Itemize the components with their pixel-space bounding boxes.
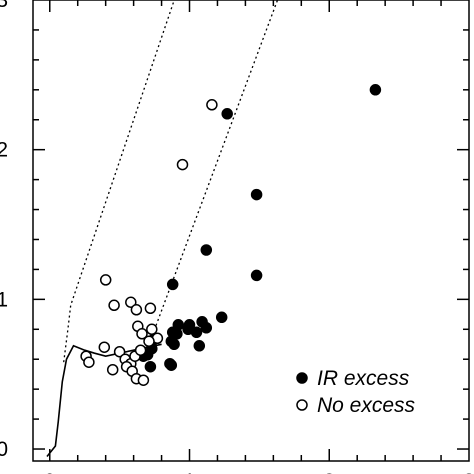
no-excess-point xyxy=(125,296,137,309)
x-tick-label: 1 xyxy=(184,470,196,474)
y-tick-label: 3 xyxy=(0,0,8,12)
ir-excess-point xyxy=(168,338,180,351)
y-tick-label: 1 xyxy=(0,288,8,311)
sequence-curve xyxy=(46,343,162,457)
no-excess-point xyxy=(137,374,150,386)
no-excess-point xyxy=(176,158,189,171)
no-excess-point xyxy=(206,99,218,111)
no-excess-point xyxy=(108,299,120,312)
y-tick-label: 2 xyxy=(0,139,8,162)
ir-excess-point xyxy=(369,84,382,96)
ir-excess-point xyxy=(200,244,213,256)
ir-excess-point xyxy=(250,269,263,282)
ir-excess-point xyxy=(200,322,213,334)
reddening-line xyxy=(63,0,175,363)
no-excess-point xyxy=(99,274,112,286)
ir-excess-point xyxy=(250,188,263,201)
legend-label: No excess xyxy=(317,394,416,417)
no-excess-point xyxy=(146,323,158,336)
axis-ticks xyxy=(33,0,469,461)
no-excess-point xyxy=(113,345,126,358)
legend: IR excess No excess xyxy=(296,367,416,417)
reddening-line xyxy=(148,0,279,345)
model-curves xyxy=(46,0,279,457)
no-excess-point xyxy=(143,335,155,348)
no-excess-point xyxy=(83,356,95,368)
y-tick-label: 0 xyxy=(0,438,8,461)
no-excess-point xyxy=(136,328,148,340)
legend-marker-open xyxy=(296,399,308,411)
plot-frame xyxy=(32,0,470,462)
ir-excess-point xyxy=(190,326,203,339)
data-points xyxy=(80,84,382,386)
legend-marker-filled xyxy=(296,372,308,384)
ir-excess-point xyxy=(171,328,183,340)
ir-excess-point xyxy=(166,278,179,291)
ir-excess-point xyxy=(221,108,233,120)
legend-label: IR excess xyxy=(317,367,410,390)
no-excess-point xyxy=(144,302,157,315)
x-tick-label: 0 xyxy=(44,470,56,474)
no-excess-point xyxy=(130,304,143,316)
ir-excess-point xyxy=(193,340,206,352)
no-excess-point xyxy=(134,344,147,356)
no-excess-point xyxy=(106,363,119,376)
ir-excess-point xyxy=(165,359,178,371)
ir-excess-point xyxy=(144,360,157,373)
no-excess-point xyxy=(98,341,111,353)
x-tick-label: 3 xyxy=(463,470,474,474)
x-tick-label: 2 xyxy=(323,470,335,474)
ir-excess-point xyxy=(215,311,228,324)
